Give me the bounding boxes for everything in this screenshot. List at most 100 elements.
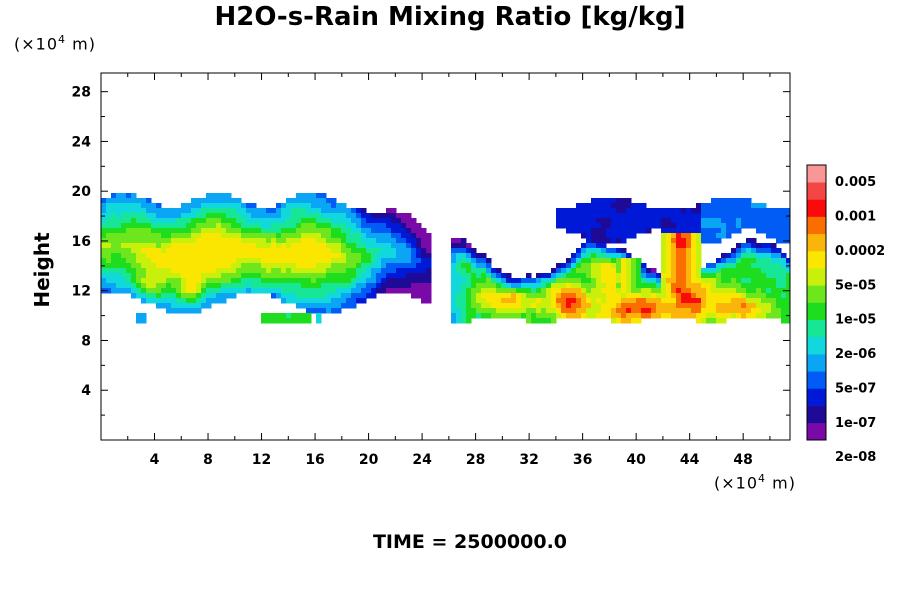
heatmap-cell — [216, 253, 222, 259]
heatmap-cell — [231, 228, 237, 234]
heatmap-cell — [616, 233, 622, 239]
heatmap-cell — [206, 253, 212, 259]
heatmap-cell — [556, 298, 562, 304]
heatmap-cell — [706, 283, 712, 289]
heatmap-cell — [166, 233, 172, 239]
heatmap-cell — [656, 303, 662, 309]
heatmap-cell — [706, 288, 712, 294]
heatmap-cell — [646, 268, 652, 274]
heatmap-cell — [576, 203, 582, 209]
heatmap-cell — [681, 233, 687, 239]
heatmap-cell — [716, 263, 722, 269]
heatmap-cell — [211, 223, 217, 229]
heatmap-cell — [356, 258, 362, 264]
heatmap-cell — [416, 228, 422, 234]
heatmap-cell — [636, 228, 642, 234]
heatmap-cell — [691, 298, 697, 304]
heatmap-cell — [126, 213, 132, 219]
heatmap-cell — [166, 288, 172, 294]
heatmap-cell — [616, 298, 622, 304]
heatmap-cell — [701, 228, 707, 234]
heatmap-cell — [126, 233, 132, 239]
heatmap-cell — [241, 208, 247, 214]
heatmap-cell — [371, 223, 377, 229]
heatmap-cell — [751, 263, 757, 269]
heatmap-cell — [166, 298, 172, 304]
heatmap-cell — [156, 253, 162, 259]
heatmap-cell — [206, 303, 212, 309]
heatmap-cell — [131, 198, 137, 204]
heatmap-cell — [576, 228, 582, 234]
heatmap-cell — [781, 303, 787, 309]
heatmap-cell — [546, 298, 552, 304]
heatmap-cell — [341, 283, 347, 289]
heatmap-cell — [481, 313, 487, 319]
heatmap-cell — [751, 288, 757, 294]
heatmap-cell — [376, 223, 382, 229]
heatmap-cell — [491, 298, 497, 304]
heatmap-cell — [776, 308, 782, 314]
heatmap-cell — [456, 243, 462, 249]
heatmap-cell — [246, 228, 252, 234]
heatmap-cell — [126, 203, 132, 209]
heatmap-cell — [681, 298, 687, 304]
heatmap-cell — [636, 298, 642, 304]
heatmap-cell — [676, 233, 682, 239]
heatmap-cell — [276, 248, 282, 254]
heatmap-cell — [536, 293, 542, 299]
heatmap-cell — [161, 243, 167, 249]
heatmap-cell — [551, 308, 557, 314]
heatmap-cell — [566, 218, 572, 224]
heatmap-cell — [126, 198, 132, 204]
heatmap-cell — [316, 308, 322, 314]
heatmap-cell — [371, 288, 377, 294]
heatmap-cell — [621, 303, 627, 309]
heatmap-cell — [601, 283, 607, 289]
heatmap-cell — [426, 253, 432, 259]
heatmap-cell — [621, 238, 627, 244]
heatmap-cell — [651, 278, 657, 284]
heatmap-cell — [246, 203, 252, 209]
heatmap-cell — [646, 218, 652, 224]
heatmap-cell — [296, 318, 302, 324]
heatmap-cell — [206, 283, 212, 289]
heatmap-cell — [556, 308, 562, 314]
heatmap-cell — [536, 283, 542, 289]
heatmap-cell — [306, 243, 312, 249]
heatmap-cell — [741, 288, 747, 294]
heatmap-cell — [361, 278, 367, 284]
heatmap-cell — [546, 288, 552, 294]
heatmap-cell — [126, 243, 132, 249]
heatmap-cell — [676, 288, 682, 294]
heatmap-cell — [106, 198, 112, 204]
heatmap-cell — [211, 203, 217, 209]
heatmap-cell — [266, 263, 272, 269]
heatmap-cell — [241, 288, 247, 294]
heatmap-cell — [586, 263, 592, 269]
heatmap-cell — [166, 258, 172, 264]
heatmap-cell — [101, 203, 107, 209]
heatmap-cell — [676, 293, 682, 299]
heatmap-cell — [596, 238, 602, 244]
heatmap-cell — [386, 208, 392, 214]
heatmap-cell — [331, 213, 337, 219]
heatmap-cell — [326, 278, 332, 284]
heatmap-cell — [186, 308, 192, 314]
heatmap-cell — [196, 293, 202, 299]
heatmap-cell — [241, 243, 247, 249]
heatmap-cell — [126, 238, 132, 244]
heatmap-cell — [116, 233, 122, 239]
heatmap-cell — [631, 298, 637, 304]
heatmap-cell — [451, 268, 457, 274]
heatmap-cell — [146, 283, 152, 289]
heatmap-cell — [416, 223, 422, 229]
heatmap-cell — [231, 213, 237, 219]
heatmap-cell — [636, 203, 642, 209]
heatmap-cell — [166, 273, 172, 279]
heatmap-cell — [611, 313, 617, 319]
heatmap-cell — [116, 238, 122, 244]
heatmap-cell — [326, 283, 332, 289]
heatmap-cell — [761, 288, 767, 294]
heatmap-cell — [286, 243, 292, 249]
heatmap-cell — [311, 258, 317, 264]
